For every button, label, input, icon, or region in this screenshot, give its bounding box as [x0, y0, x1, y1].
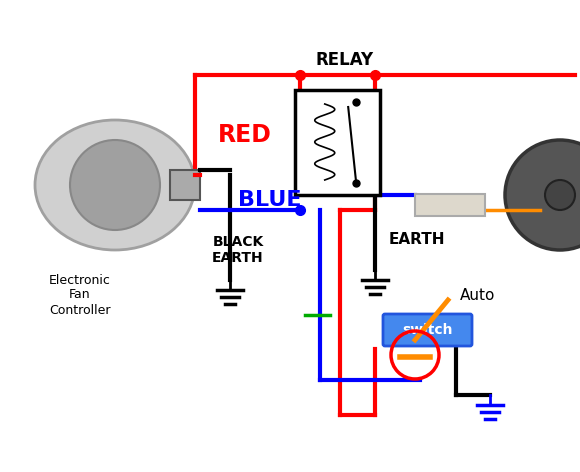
Bar: [415, 194, 485, 216]
Text: switch: switch: [403, 323, 453, 337]
Text: Electronic
Fan
Controller: Electronic Fan Controller: [49, 273, 111, 317]
Text: BLUE: BLUE: [238, 190, 302, 210]
Ellipse shape: [35, 120, 195, 250]
Bar: [170, 170, 200, 200]
Ellipse shape: [545, 180, 575, 210]
Text: Auto: Auto: [460, 287, 495, 303]
Bar: [295, 90, 380, 195]
FancyBboxPatch shape: [383, 314, 472, 346]
Ellipse shape: [505, 140, 580, 250]
Text: EARTH: EARTH: [389, 233, 445, 247]
Text: BLACK
EARTH: BLACK EARTH: [212, 235, 264, 265]
Text: RELAY: RELAY: [316, 51, 374, 69]
Ellipse shape: [70, 140, 160, 230]
Text: RED: RED: [218, 123, 272, 147]
